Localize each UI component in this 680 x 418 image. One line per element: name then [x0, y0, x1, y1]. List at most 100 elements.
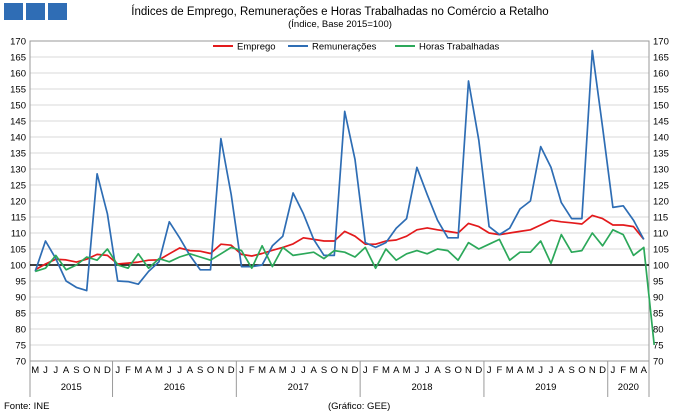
- y-tick-label-right: 115: [653, 213, 668, 224]
- x-month-label: M: [258, 365, 266, 376]
- y-tick-label-left: 105: [10, 245, 26, 256]
- x-month-label: M: [630, 365, 638, 376]
- x-month-label: M: [526, 365, 534, 376]
- y-tick-label-right: 160: [653, 69, 669, 80]
- x-month-label: A: [145, 365, 152, 376]
- y-tick-label-left: 75: [15, 341, 26, 352]
- x-month-label: J: [415, 365, 420, 376]
- y-tick-label-left: 120: [10, 197, 26, 208]
- x-month-label: O: [454, 365, 461, 376]
- x-month-label: S: [197, 365, 203, 376]
- x-month-label: M: [155, 365, 163, 376]
- x-month-label: M: [31, 365, 39, 376]
- logo-square: [4, 3, 23, 20]
- y-tick-label-left: 150: [10, 101, 26, 112]
- y-tick-label-left: 95: [15, 277, 26, 288]
- x-month-label: J: [301, 365, 306, 376]
- logo-square: [48, 3, 67, 20]
- y-tick-label-left: 170: [10, 37, 26, 48]
- x-month-label: A: [311, 365, 318, 376]
- y-tick-label-right: 80: [653, 325, 664, 336]
- x-month-label: N: [341, 365, 348, 376]
- y-tick-label-left: 70: [15, 357, 26, 368]
- x-month-label: M: [506, 365, 514, 376]
- x-month-label: A: [269, 365, 276, 376]
- series-line-remuneracoes: [34, 49, 645, 292]
- y-tick-label-left: 160: [10, 69, 26, 80]
- chart-credit: (Gráfico: GEE): [328, 401, 391, 412]
- x-month-label: J: [549, 365, 554, 376]
- y-tick-label-right: 140: [653, 133, 669, 144]
- x-month-label: J: [487, 365, 492, 376]
- x-month-label: O: [207, 365, 214, 376]
- x-month-label: S: [568, 365, 574, 376]
- y-tick-label-right: 75: [653, 341, 664, 352]
- x-month-label: A: [187, 365, 194, 376]
- logo-square: [26, 3, 45, 20]
- x-month-label: S: [73, 365, 79, 376]
- x-month-label: M: [403, 365, 411, 376]
- plot-frame: [29, 40, 650, 362]
- x-month-label: A: [63, 365, 70, 376]
- y-tick-label-right: 125: [653, 181, 669, 192]
- x-month-label: J: [177, 365, 182, 376]
- x-month-label: A: [558, 365, 565, 376]
- x-month-label: A: [641, 365, 648, 376]
- y-tick-label-right: 70: [653, 357, 664, 368]
- x-month-label: M: [134, 365, 142, 376]
- y-tick-label-right: 120: [653, 197, 669, 208]
- y-tick-label-right: 100: [653, 261, 669, 272]
- x-month-label: J: [43, 365, 48, 376]
- y-tick-label-left: 130: [10, 165, 26, 176]
- y-tick-label-left: 135: [10, 149, 26, 160]
- x-month-label: F: [497, 365, 503, 376]
- x-month-label: J: [115, 365, 120, 376]
- y-tick-label-left: 140: [10, 133, 26, 144]
- x-month-label: F: [620, 365, 626, 376]
- x-month-label: A: [434, 365, 441, 376]
- series-line-emprego: [34, 214, 645, 271]
- x-year-label: 2017: [288, 382, 309, 393]
- x-month-label: N: [94, 365, 101, 376]
- x-month-label: D: [475, 365, 482, 376]
- y-tick-label-right: 110: [653, 229, 668, 240]
- y-tick-label-right: 150: [653, 101, 669, 112]
- x-month-label: D: [104, 365, 111, 376]
- x-month-label: J: [291, 365, 296, 376]
- x-month-label: J: [611, 365, 616, 376]
- y-tick-label-left: 100: [10, 261, 26, 272]
- x-month-label: O: [578, 365, 585, 376]
- x-month-label: F: [373, 365, 379, 376]
- x-month-label: M: [279, 365, 287, 376]
- x-month-label: J: [239, 365, 244, 376]
- series-line-horas: [34, 228, 656, 346]
- y-tick-label-right: 90: [653, 293, 664, 304]
- y-tick-label-right: 170: [653, 37, 669, 48]
- x-month-label: F: [249, 365, 255, 376]
- y-tick-label-right: 145: [653, 117, 669, 128]
- y-tick-label-right: 105: [653, 245, 669, 256]
- x-month-label: J: [538, 365, 543, 376]
- y-tick-label-right: 135: [653, 149, 669, 160]
- y-tick-label-right: 95: [653, 277, 664, 288]
- x-month-label: N: [589, 365, 596, 376]
- x-month-label: D: [228, 365, 235, 376]
- legend-label: Emprego: [237, 42, 276, 53]
- x-month-label: D: [352, 365, 359, 376]
- y-tick-label-left: 155: [10, 85, 26, 96]
- x-month-label: A: [393, 365, 400, 376]
- x-month-label: N: [465, 365, 472, 376]
- y-tick-label-right: 155: [653, 85, 669, 96]
- y-tick-label-left: 90: [15, 293, 26, 304]
- legend-label: Remunerações: [312, 42, 377, 53]
- x-month-label: J: [53, 365, 58, 376]
- y-tick-label-left: 110: [11, 229, 26, 240]
- x-month-label: J: [167, 365, 172, 376]
- y-tick-label-right: 165: [653, 53, 669, 64]
- x-month-label: F: [125, 365, 131, 376]
- source-note: Fonte: INE: [4, 401, 50, 412]
- legend-label: Horas Trabalhadas: [419, 42, 500, 53]
- x-month-label: M: [382, 365, 390, 376]
- x-year-label: 2015: [61, 382, 82, 393]
- y-tick-label-right: 130: [653, 165, 669, 176]
